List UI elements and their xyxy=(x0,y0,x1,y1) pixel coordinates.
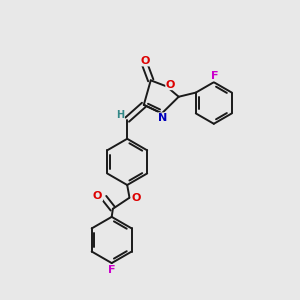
Text: O: O xyxy=(93,191,102,201)
Text: O: O xyxy=(131,193,141,203)
Text: F: F xyxy=(108,265,116,275)
Text: F: F xyxy=(211,71,219,81)
Text: O: O xyxy=(140,56,150,66)
Text: H: H xyxy=(116,110,124,121)
Text: N: N xyxy=(158,113,167,123)
Text: O: O xyxy=(166,80,175,89)
